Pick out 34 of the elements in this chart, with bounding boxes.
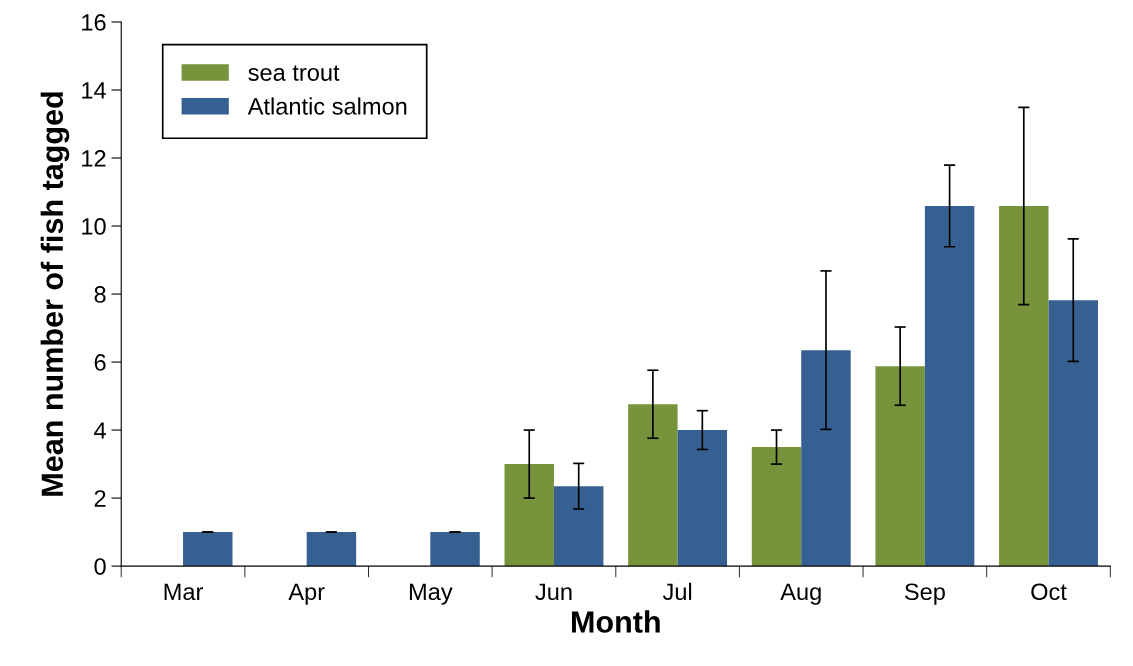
bar [553,486,604,567]
bar [628,404,678,567]
y-tick-label: 14 [82,82,106,99]
bar [430,532,480,567]
bar [924,205,975,567]
y-axis-title: Mean number of fish tagged [40,92,70,496]
legend-label: Atlantic salmon [247,97,407,115]
bar [504,464,554,567]
y-tick-label: 10 [82,218,106,235]
y-tick-label: 0 [94,558,106,575]
x-axis-title: Month [572,610,660,633]
bar [801,350,851,567]
bar [306,532,357,567]
x-tick-label: Aug [780,583,821,605]
x-tick-label: Apr [288,583,325,605]
bar [751,447,802,567]
y-tick-label: 12 [82,150,106,167]
y-tick-label: 2 [94,490,106,507]
bar [875,366,925,567]
bar [1048,300,1098,567]
x-tick-label: Mar [164,583,203,601]
y-tick-label: 6 [94,354,106,371]
bar [677,430,728,567]
x-tick-label: Oct [1031,583,1067,601]
y-tick-label: 8 [94,286,106,303]
y-tick-label: 4 [94,422,106,439]
x-tick-label: Sep [904,583,945,605]
legend-label: sea trout [248,65,340,81]
x-tick-label: Jun [535,583,572,601]
y-tick-label: 16 [82,14,106,31]
x-tick-label: Jul [662,582,692,601]
bar [183,532,233,567]
bar [999,205,1049,567]
x-tick-label: May [409,583,453,605]
